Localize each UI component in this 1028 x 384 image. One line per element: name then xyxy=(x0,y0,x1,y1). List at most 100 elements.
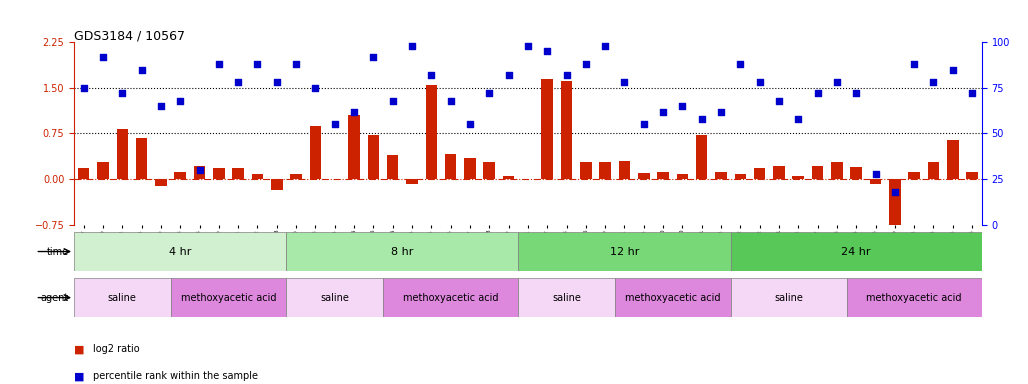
Point xyxy=(501,72,517,78)
Bar xyxy=(850,167,862,179)
Text: time: time xyxy=(46,247,69,257)
Bar xyxy=(368,135,379,179)
Bar xyxy=(309,126,321,179)
Point xyxy=(153,103,170,109)
Point xyxy=(906,61,922,67)
Bar xyxy=(78,168,89,179)
Bar xyxy=(731,232,982,271)
Point xyxy=(539,48,555,55)
Text: 12 hr: 12 hr xyxy=(610,247,639,257)
Point xyxy=(481,90,498,96)
Bar xyxy=(580,162,591,179)
Point xyxy=(288,61,304,67)
Bar xyxy=(657,172,669,179)
Bar xyxy=(193,166,206,179)
Point xyxy=(384,98,401,104)
Bar xyxy=(518,278,615,317)
Bar xyxy=(503,176,514,179)
Text: methoxyacetic acid: methoxyacetic acid xyxy=(625,293,721,303)
Bar xyxy=(290,174,302,179)
Text: methoxyacetic acid: methoxyacetic acid xyxy=(181,293,277,303)
Point xyxy=(520,43,537,49)
Point xyxy=(230,79,247,86)
Point xyxy=(268,79,285,86)
Bar xyxy=(812,166,823,179)
Bar xyxy=(98,162,109,179)
Text: saline: saline xyxy=(108,293,137,303)
Bar xyxy=(615,278,731,317)
Text: percentile rank within the sample: percentile rank within the sample xyxy=(93,371,258,381)
Point xyxy=(771,98,787,104)
Bar xyxy=(735,174,746,179)
Point xyxy=(134,66,150,73)
Bar xyxy=(74,232,287,271)
Point xyxy=(172,98,188,104)
Point xyxy=(732,61,748,67)
Point xyxy=(114,90,131,96)
Point xyxy=(964,90,981,96)
Point xyxy=(249,61,265,67)
Bar xyxy=(252,174,263,179)
Point xyxy=(809,90,825,96)
Point xyxy=(365,54,381,60)
Point xyxy=(868,170,884,177)
Text: methoxyacetic acid: methoxyacetic acid xyxy=(867,293,962,303)
Point xyxy=(674,103,691,109)
Text: ■: ■ xyxy=(74,344,84,354)
Bar xyxy=(599,162,611,179)
Point xyxy=(442,98,458,104)
Text: 4 hr: 4 hr xyxy=(169,247,191,257)
Point xyxy=(75,85,91,91)
Bar xyxy=(909,172,920,179)
Bar xyxy=(175,172,186,179)
Bar xyxy=(387,155,399,179)
Bar xyxy=(676,174,688,179)
Bar xyxy=(754,168,766,179)
Bar xyxy=(406,179,417,184)
Bar xyxy=(74,278,171,317)
Bar xyxy=(773,166,784,179)
Point xyxy=(307,85,324,91)
Bar xyxy=(542,79,553,179)
Point xyxy=(578,61,594,67)
Point xyxy=(886,189,903,195)
Text: ■: ■ xyxy=(74,371,84,381)
Bar xyxy=(560,81,573,179)
Bar xyxy=(287,278,383,317)
Point xyxy=(616,79,632,86)
Bar xyxy=(445,154,456,179)
Bar xyxy=(483,162,495,179)
Point xyxy=(462,121,478,127)
Point xyxy=(848,90,865,96)
Point xyxy=(694,116,710,122)
Point xyxy=(751,79,768,86)
Point xyxy=(712,109,729,115)
Bar xyxy=(731,278,846,317)
Point xyxy=(95,54,111,60)
Bar xyxy=(287,232,518,271)
Bar xyxy=(213,168,225,179)
Text: saline: saline xyxy=(321,293,350,303)
Point xyxy=(211,61,227,67)
Point xyxy=(327,121,343,127)
Point xyxy=(191,167,208,173)
Bar xyxy=(889,179,901,225)
Bar xyxy=(947,139,958,179)
Bar xyxy=(136,138,147,179)
Bar xyxy=(846,278,982,317)
Point xyxy=(424,72,440,78)
Bar xyxy=(465,158,476,179)
Text: log2 ratio: log2 ratio xyxy=(93,344,139,354)
Point xyxy=(558,72,575,78)
Bar xyxy=(638,173,650,179)
Text: GDS3184 / 10567: GDS3184 / 10567 xyxy=(74,29,185,42)
Bar xyxy=(383,278,518,317)
Bar xyxy=(696,135,707,179)
Point xyxy=(791,116,807,122)
Point xyxy=(345,109,362,115)
Text: methoxyacetic acid: methoxyacetic acid xyxy=(403,293,499,303)
Bar xyxy=(232,168,244,179)
Bar xyxy=(619,161,630,179)
Point xyxy=(829,79,845,86)
Point xyxy=(655,109,671,115)
